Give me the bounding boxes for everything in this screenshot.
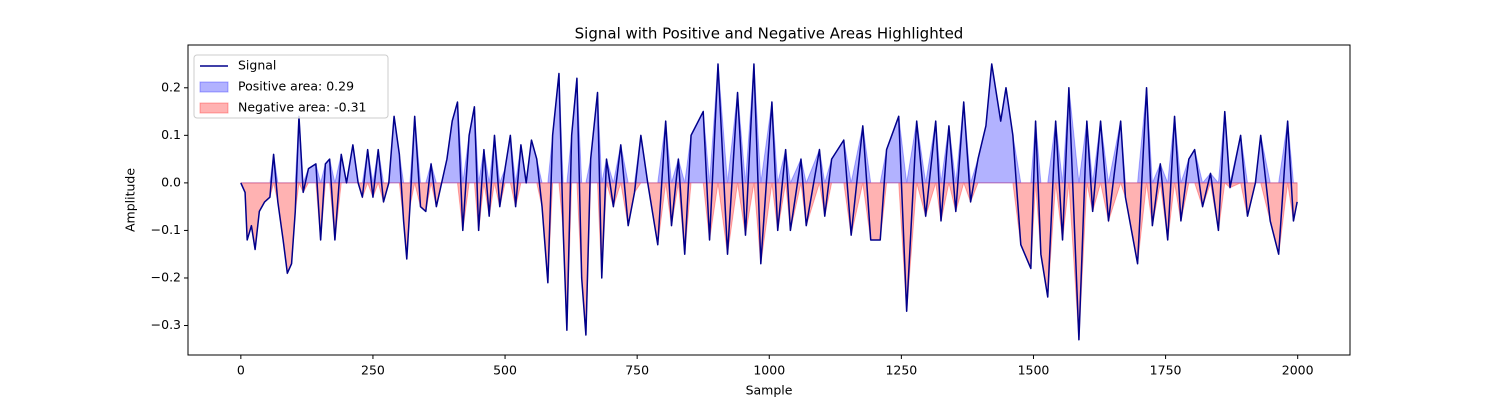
x-tick-label: 0 xyxy=(237,363,245,378)
legend-box xyxy=(193,54,389,119)
y-axis-label: Amplitude xyxy=(123,168,138,232)
legend-label: Signal xyxy=(238,58,276,73)
plot-frame xyxy=(187,44,1351,356)
x-tick-label: 250 xyxy=(361,363,385,378)
y-tick-label: −0.1 xyxy=(151,222,181,237)
y-tick-label: −0.2 xyxy=(151,269,181,284)
x-tick-label: 500 xyxy=(493,363,517,378)
x-tick-label: 1750 xyxy=(1150,363,1182,378)
signal-line xyxy=(240,63,1298,341)
y-tick-label: 0.1 xyxy=(161,127,181,142)
x-tick-label: 1250 xyxy=(885,363,917,378)
legend-label: Negative area: -0.31 xyxy=(238,100,366,115)
x-axis-label: Sample xyxy=(746,383,793,398)
x-tick-label: 750 xyxy=(625,363,649,378)
legend-swatch xyxy=(199,81,229,93)
x-tick-label: 2000 xyxy=(1282,363,1314,378)
x-tick-label: 1500 xyxy=(1018,363,1050,378)
x-tick-label: 1000 xyxy=(753,363,785,378)
y-tick-label: 0.2 xyxy=(161,79,181,94)
y-tick-label: −0.3 xyxy=(151,317,181,332)
legend-swatch xyxy=(199,102,229,114)
chart-title: Signal with Positive and Negative Areas … xyxy=(575,25,964,43)
negative-area xyxy=(240,181,1298,340)
y-tick-label: 0.0 xyxy=(161,174,181,189)
legend-label: Positive area: 0.29 xyxy=(238,79,354,94)
